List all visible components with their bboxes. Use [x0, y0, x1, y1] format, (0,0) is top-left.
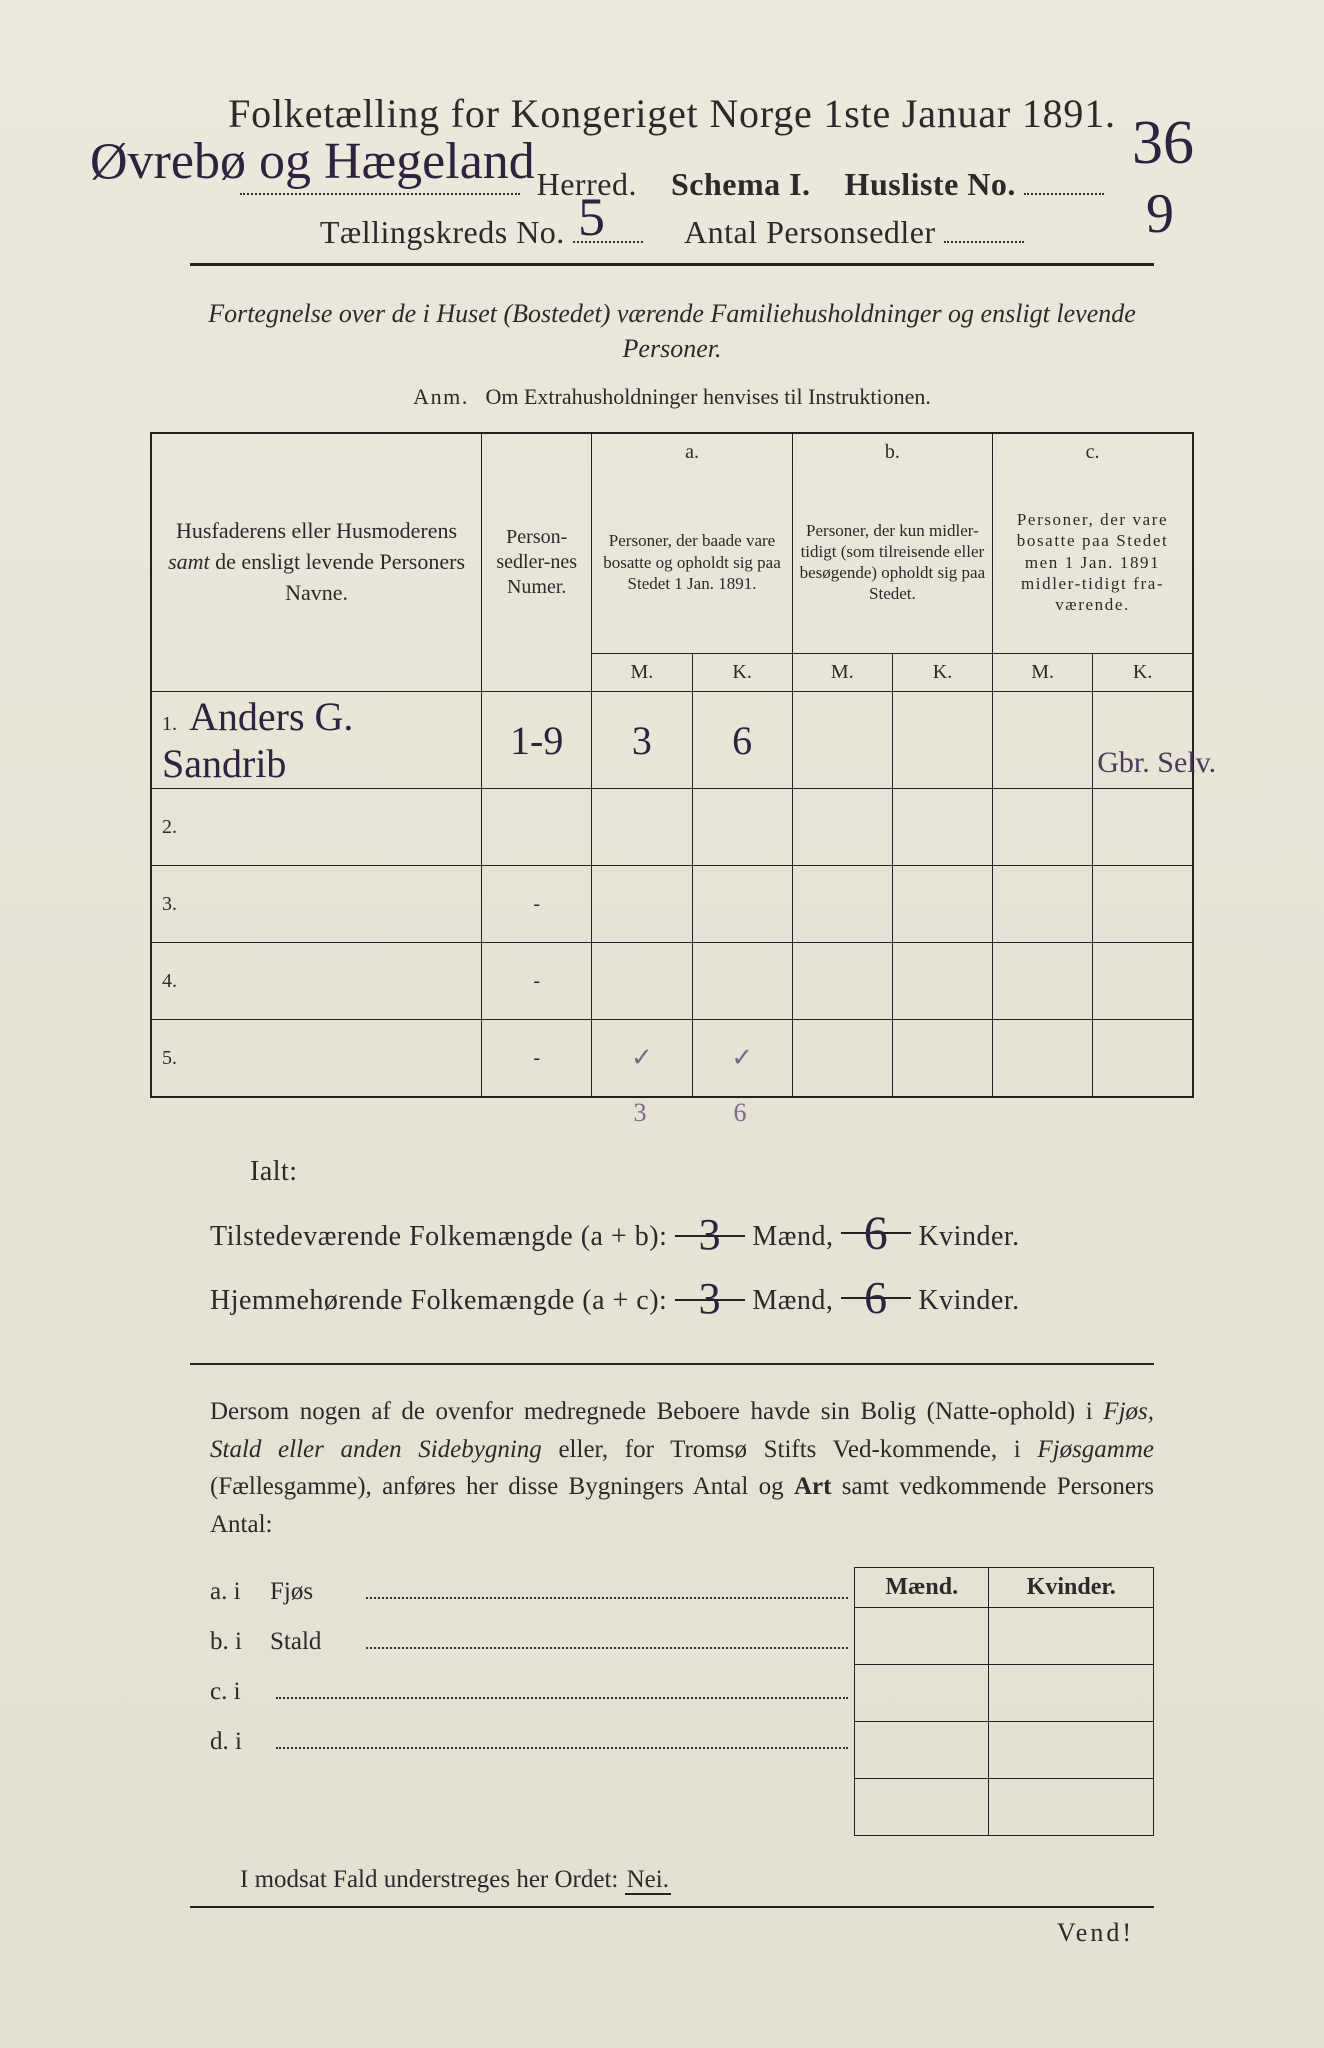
table-row: 1. Anders G. Sandrib 1-9 3 6 Gbr. Selv.: [151, 692, 1193, 789]
subhead-italic: Fortegnelse over de i Huset (Bostedet) v…: [190, 296, 1154, 366]
buildings-mk-table: Mænd. Kvinder.: [854, 1567, 1154, 1836]
building-row-a: a. i Fjøs: [210, 1567, 854, 1617]
col-a-header: Personer, der baade vare bosatte og opho…: [592, 471, 792, 654]
total-present-k: 6: [864, 1207, 889, 1260]
col-b-header: Personer, der kun midler-tidigt (som til…: [792, 471, 992, 654]
page-title: Folketælling for Kongeriget Norge 1ste J…: [150, 90, 1194, 137]
kreds-label: Tællingskreds No.: [320, 214, 565, 250]
anm-text: Anm. Anm. Om Extrahusholdninger henvises…: [150, 384, 1194, 410]
row-pnum: -: [482, 1020, 592, 1098]
mk-kvinder-header: Kvinder.: [989, 1568, 1154, 1608]
rule-bottom: [190, 1906, 1154, 1908]
handwritten-husliste-no: 36: [1132, 108, 1194, 179]
total-home-k: 6: [864, 1272, 888, 1323]
building-row-c: c. i: [210, 1667, 854, 1717]
row-number: 4.: [162, 970, 184, 993]
rule-mid: [190, 1363, 1154, 1365]
mk-maend-header: Mænd.: [855, 1568, 989, 1608]
col-b-k: K.: [892, 654, 992, 692]
col-pnum-header: Person-sedler-nes Numer.: [482, 433, 592, 692]
building-a-label: a. i: [210, 1567, 270, 1617]
maend-label: Mænd,: [752, 1221, 833, 1252]
row-name: Anders G. Sandrib: [162, 694, 353, 786]
ialt-label: Ialt:: [250, 1156, 1154, 1188]
row-aM: 3: [632, 718, 652, 763]
row-pnum: 1-9: [510, 718, 563, 763]
col-c-m: M.: [993, 654, 1093, 692]
total-home-m: 3: [699, 1274, 722, 1323]
row-pnum: -: [482, 943, 592, 1020]
kvinder-label: Kvinder.: [918, 1221, 1019, 1252]
total-line-home: Hjemmehørende Folkemængde (a + c): 3 Mæn…: [210, 1267, 1154, 1317]
personsedler-label: Antal Personsedler: [684, 214, 936, 250]
vend-label: Vend!: [150, 1918, 1134, 1948]
row-number: 2.: [162, 816, 184, 839]
col-b-m: M.: [792, 654, 892, 692]
building-stald: Stald: [270, 1617, 360, 1667]
schema-label: Schema I.: [671, 166, 811, 202]
row-margin-note: Gbr. Selv.: [1097, 746, 1216, 780]
total-present-m: 3: [699, 1210, 722, 1259]
row-number: 5.: [162, 1047, 184, 1070]
row-aM: ✓: [631, 1043, 653, 1072]
nei-line: I modsat Fald understreges her Ordet: Ne…: [240, 1866, 1154, 1894]
building-row-d: d. i: [210, 1717, 854, 1767]
census-table: Husfaderens eller Husmoderens samt de en…: [150, 432, 1194, 1098]
header-line-3: Tællingskreds No. Antal Personsedler: [150, 213, 1194, 251]
table-row: 5. - ✓ ✓: [151, 1020, 1193, 1098]
kvinder-label: Kvinder.: [918, 1285, 1019, 1316]
col-c-header: Personer, der vare bosatte paa Stedet me…: [993, 471, 1193, 654]
col-a-k: K.: [692, 654, 792, 692]
building-c-label: c. i: [210, 1667, 270, 1717]
col-c-k: K.: [1093, 654, 1193, 692]
total-present-label: Tilstedeværende Folkemængde (a + b):: [210, 1221, 667, 1252]
handwritten-personsedler: 9: [1146, 182, 1174, 246]
row-aK: ✓: [731, 1043, 753, 1072]
building-d-label: d. i: [210, 1717, 270, 1767]
maend-label: Mænd,: [752, 1285, 833, 1316]
husliste-label: Husliste No.: [845, 166, 1016, 202]
buildings-block: a. i Fjøs b. i Stald c. i d. i Mænd. K: [210, 1567, 1154, 1836]
total-home-label: Hjemmehørende Folkemængde (a + c):: [210, 1285, 667, 1316]
row-aK: 6: [732, 718, 752, 763]
col-a-letter: a.: [592, 433, 792, 471]
totals-block: Ialt: Tilstedeværende Folkemængde (a + b…: [210, 1156, 1154, 1317]
row-number: 3.: [162, 893, 184, 916]
total-line-present: Tilstedeværende Folkemængde (a + b): 3 M…: [210, 1202, 1154, 1253]
building-fjos: Fjøs: [270, 1567, 360, 1617]
col-names-header: Husfaderens eller Husmoderens samt de en…: [151, 433, 482, 692]
col-c-letter: c.: [993, 433, 1193, 471]
header-line-2: Herred. Schema I. Husliste No.: [150, 165, 1194, 203]
subtotal-aK: 6: [734, 1098, 747, 1127]
rule-under-header: [190, 263, 1154, 266]
pencil-subtotals: 3 6: [150, 1098, 1194, 1128]
dersom-paragraph: Dersom nogen af de ovenfor medregnede Be…: [210, 1393, 1154, 1543]
subtotal-aM: 3: [634, 1098, 647, 1127]
table-row: 2.: [151, 789, 1193, 866]
row-pnum: -: [482, 866, 592, 943]
col-a-m: M.: [592, 654, 692, 692]
building-b-label: b. i: [210, 1617, 270, 1667]
col-b-letter: b.: [792, 433, 992, 471]
nei-word: Nei.: [625, 1866, 671, 1895]
row-number: 1.: [162, 713, 184, 736]
table-row: 3. -: [151, 866, 1193, 943]
nei-pretext: I modsat Fald understreges her Ordet:: [240, 1866, 625, 1893]
building-row-b: b. i Stald: [210, 1617, 854, 1667]
table-row: 4. -: [151, 943, 1193, 1020]
